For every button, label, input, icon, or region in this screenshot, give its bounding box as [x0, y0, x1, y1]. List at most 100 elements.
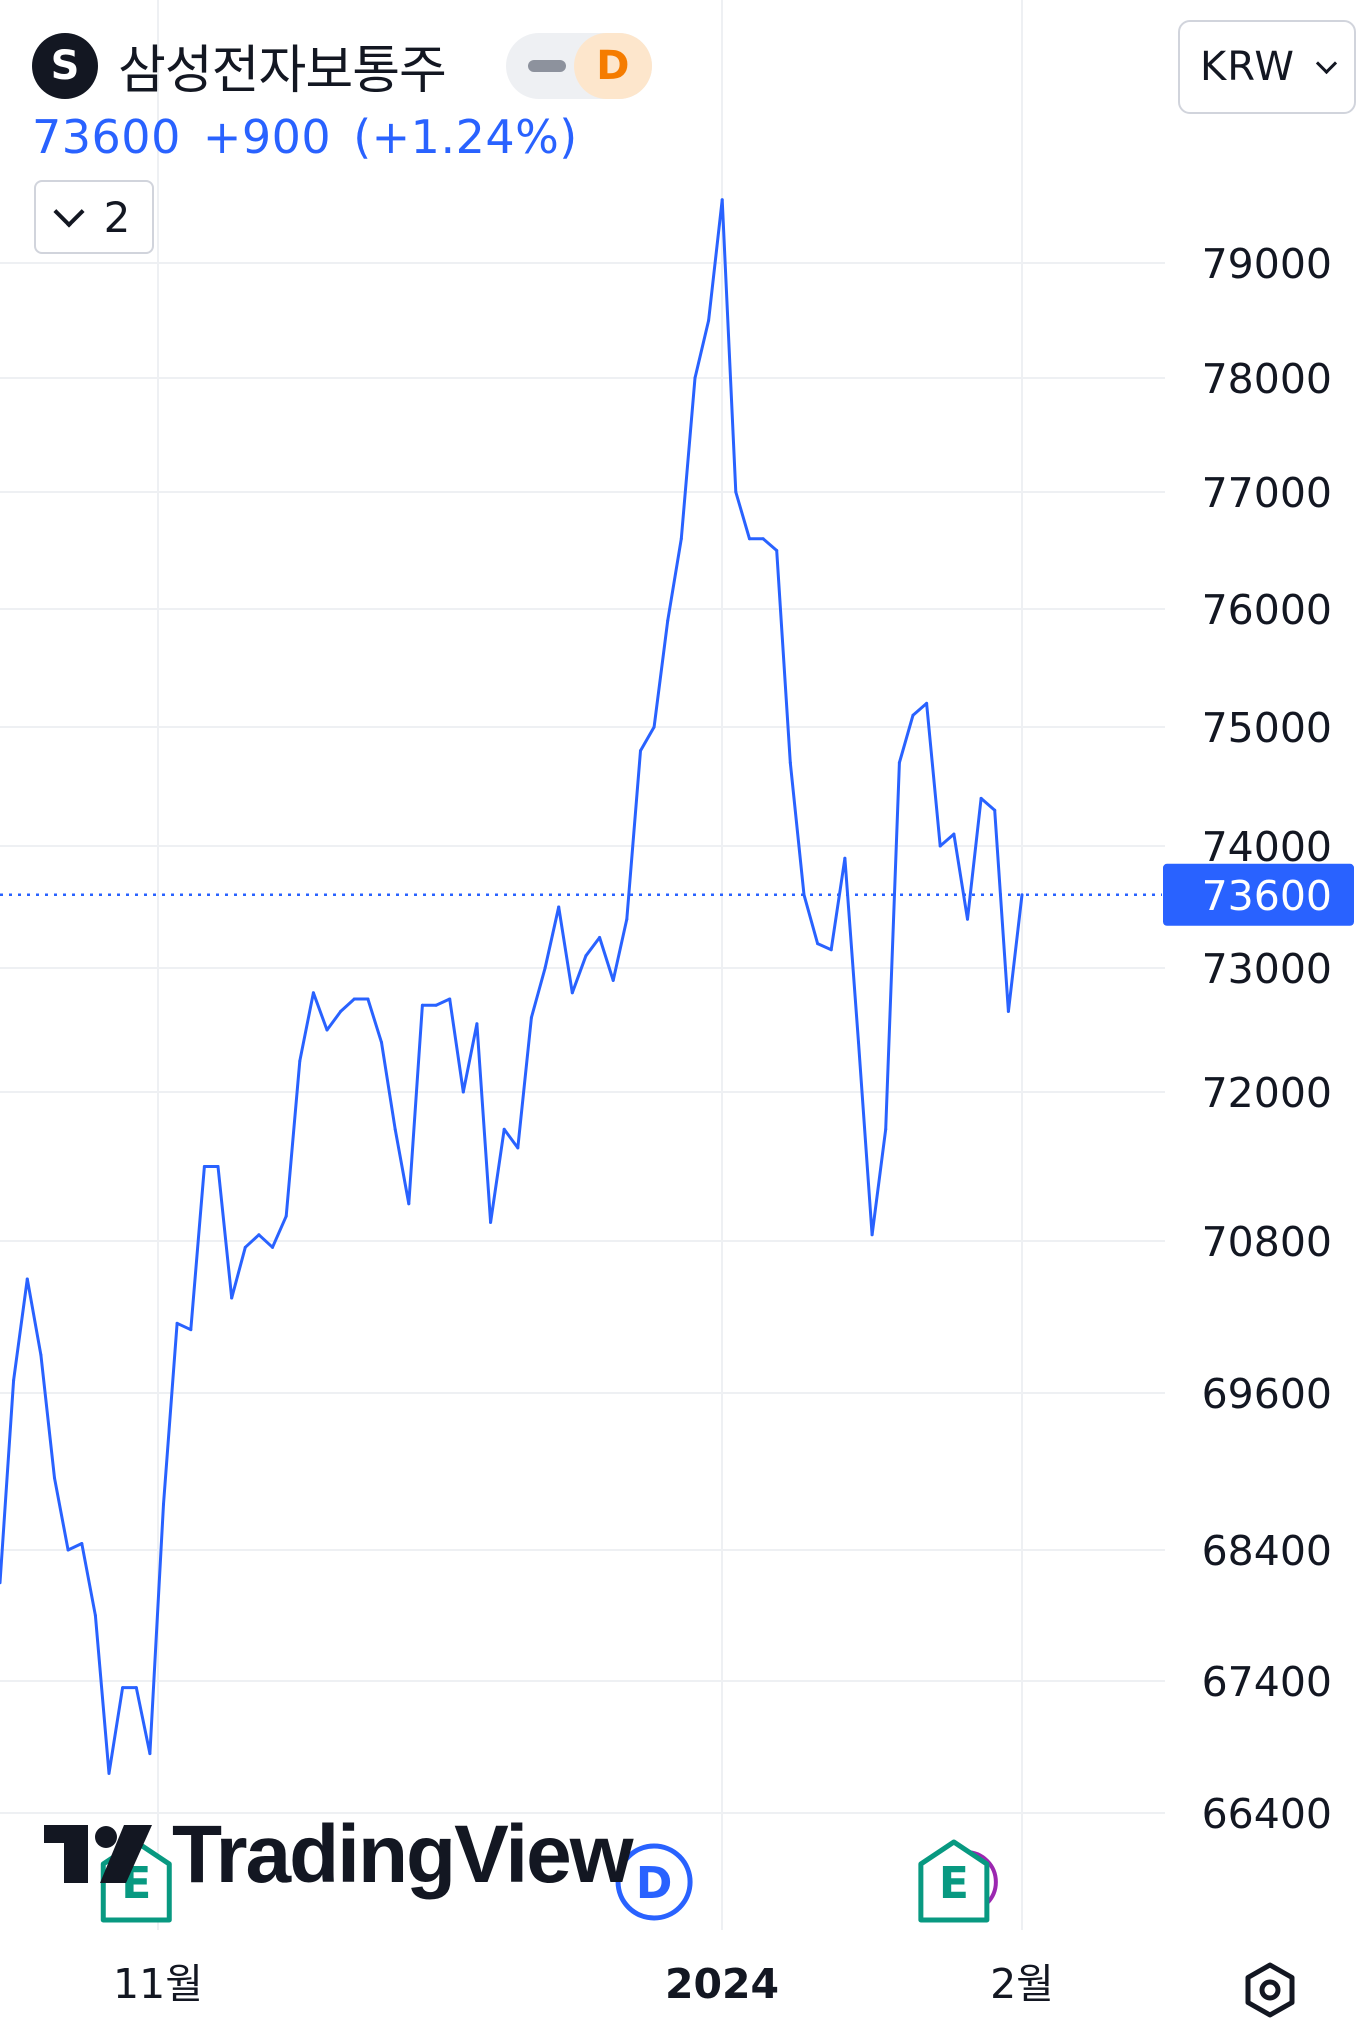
price-point: [707, 319, 711, 322]
minus-icon: [527, 59, 566, 72]
price-point: [897, 761, 901, 765]
price-point: [557, 905, 561, 909]
price-point: [0, 1581, 2, 1585]
price-point: [693, 376, 697, 380]
price-point: [202, 1165, 206, 1168]
price-point: [93, 1614, 97, 1617]
price-point: [502, 1127, 506, 1131]
price-point: [584, 954, 588, 958]
x-tick-label: 2월: [990, 1960, 1054, 2008]
price-point: [66, 1548, 70, 1552]
earnings-marker[interactable]: E: [918, 1839, 998, 1923]
price-point: [856, 1040, 860, 1044]
price-point: [311, 991, 315, 995]
price-point: [529, 1016, 533, 1020]
price-point: [489, 1220, 493, 1224]
interval-label[interactable]: D: [573, 32, 652, 99]
price-point: [407, 1202, 411, 1206]
y-tick-label: 78000: [1202, 355, 1332, 403]
price-point: [1006, 1009, 1010, 1013]
price-change-pct: (+1.24%): [353, 110, 578, 164]
price-point: [420, 1003, 424, 1007]
price-point: [911, 713, 915, 717]
price-point: [216, 1165, 220, 1168]
price-series-line[interactable]: [0, 198, 1024, 1775]
price-point: [53, 1476, 57, 1480]
price-point: [366, 997, 370, 1001]
y-tick-label: 66400: [1202, 1790, 1332, 1838]
price-point: [734, 490, 738, 494]
price-point: [638, 749, 642, 753]
price-point: [788, 761, 792, 765]
price-point: [12, 1378, 16, 1382]
price-point: [352, 997, 356, 1001]
price-point: [843, 856, 847, 860]
price-point: [1020, 893, 1024, 897]
svg-text:D: D: [636, 1858, 673, 1909]
price-point: [775, 549, 779, 552]
y-tick-label: 76000: [1202, 586, 1332, 634]
last-price-value: 73600: [32, 110, 181, 164]
price-point: [598, 936, 602, 939]
y-tick-label: 68400: [1202, 1527, 1332, 1575]
interval-pill[interactable]: D: [505, 32, 652, 99]
y-tick-label: 77000: [1202, 469, 1332, 517]
chevron-down-icon: [1315, 52, 1338, 74]
price-point: [570, 991, 574, 995]
price-point: [611, 978, 615, 982]
price-point: [965, 917, 969, 921]
time-axis[interactable]: 11월 2024 2월: [113, 1960, 1054, 2008]
price-point: [625, 917, 629, 921]
price-point: [380, 1040, 384, 1044]
last-price-tag: [1163, 863, 1354, 926]
price-point: [230, 1296, 234, 1300]
price-point: [298, 1059, 302, 1063]
last-price-tag-label: 73600: [1202, 872, 1332, 920]
price-point: [816, 942, 820, 946]
price-point: [747, 537, 751, 541]
price-point: [475, 1022, 479, 1026]
price-point: [434, 1003, 438, 1007]
price-point: [284, 1214, 288, 1218]
price-point: [461, 1090, 465, 1094]
price-point: [884, 1127, 888, 1131]
svg-text:E: E: [939, 1858, 969, 1909]
tradingview-logo[interactable]: TradingView: [44, 1808, 634, 1902]
x-tick-label: 11월: [113, 1960, 203, 2008]
price-point: [652, 725, 656, 729]
y-tick-label: 74000: [1202, 823, 1332, 871]
dividend-marker[interactable]: D: [615, 1843, 693, 1921]
price-point: [121, 1686, 125, 1690]
symbol-name[interactable]: 삼성전자보통주: [118, 41, 447, 101]
price-line-layer: [0, 198, 1162, 1775]
symbol-header: S 삼성전자보통주 D: [32, 28, 652, 103]
price-point: [448, 997, 452, 1001]
price-point: [80, 1541, 84, 1545]
settings-hexagon-icon[interactable]: [1240, 1960, 1300, 2020]
price-point: [107, 1771, 111, 1775]
currency-dropdown[interactable]: KRW: [1178, 20, 1356, 114]
price-point: [679, 537, 683, 541]
y-tick-label: 75000: [1202, 704, 1332, 752]
collapse-legend-button[interactable]: 2: [34, 180, 154, 254]
price-point: [162, 1502, 166, 1506]
price-point: [829, 948, 833, 952]
y-tick-label: 72000: [1202, 1069, 1332, 1117]
price-point: [325, 1028, 329, 1032]
price-point: [175, 1321, 179, 1325]
price-point: [243, 1245, 247, 1249]
tradingview-mark-icon: [44, 1825, 152, 1883]
price-legend: 73600 +900 (+1.24%): [32, 110, 600, 164]
collapsed-count: 2: [103, 192, 131, 242]
price-axis[interactable]: 66400 67400 68400 69600 70800 72000 73000 74000…: [1163, 240, 1354, 1838]
price-point: [25, 1277, 29, 1281]
chevron-down-icon: [53, 196, 85, 228]
price-point: [393, 1127, 397, 1131]
price-point: [339, 1009, 343, 1013]
symbol-logo-badge[interactable]: S: [32, 32, 98, 99]
price-point: [993, 808, 997, 812]
y-tick-label: 79000: [1202, 240, 1332, 288]
price-point: [189, 1328, 193, 1332]
price-point: [952, 832, 956, 836]
